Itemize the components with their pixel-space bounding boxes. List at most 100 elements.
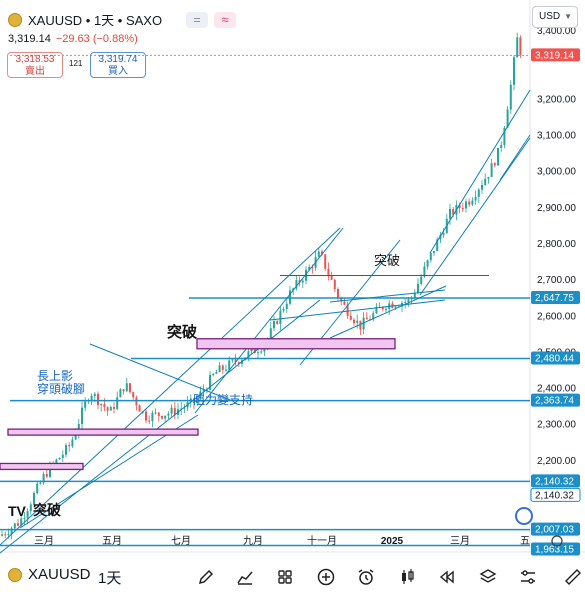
candle-body xyxy=(385,309,387,311)
plus-circle-icon[interactable] xyxy=(315,566,337,588)
y-tick-label: 3,000.00 xyxy=(537,167,576,178)
candle-body xyxy=(180,408,183,410)
candle-body xyxy=(129,383,131,393)
price-row: 3,319.14 −29.63 (−0.88%) xyxy=(8,33,138,45)
candle-body xyxy=(372,313,375,320)
candle-body xyxy=(4,534,7,536)
candle-body xyxy=(116,397,119,409)
currency-select[interactable]: USD ▼ xyxy=(532,6,578,28)
symbol-row[interactable]: XAUUSD • 1天 • SAXO = ≈ xyxy=(8,10,237,29)
candle-body xyxy=(474,196,477,201)
candle-body xyxy=(39,482,42,484)
layout-grid-icon[interactable] xyxy=(274,566,296,588)
candle-body xyxy=(330,275,333,280)
timeframe-button[interactable]: 1天 xyxy=(98,570,122,587)
candle-body xyxy=(138,405,141,412)
candle-body xyxy=(295,280,298,289)
candle-body xyxy=(237,362,240,364)
candle-body xyxy=(33,493,35,505)
alarm-icon[interactable] xyxy=(355,566,377,588)
candle-body xyxy=(61,454,64,458)
candle-body xyxy=(500,145,503,148)
price-label-bg xyxy=(531,474,580,488)
bottom-symbol[interactable]: XAUUSD xyxy=(8,566,91,583)
candle-body xyxy=(503,127,506,146)
candle-body xyxy=(417,283,419,294)
sell-button[interactable]: 3,318.53 賣出 xyxy=(7,52,63,78)
wave-icon[interactable]: ≈ xyxy=(214,11,237,28)
candle-body xyxy=(231,359,234,361)
price-label-text: 3,319.14 xyxy=(535,50,574,61)
candle-body xyxy=(58,457,61,460)
candle-body xyxy=(276,321,279,324)
candle-body xyxy=(221,365,224,370)
chevron-down-icon: ▼ xyxy=(564,12,572,21)
candle-body xyxy=(167,413,170,416)
candle-body xyxy=(202,390,205,392)
price-label-bg xyxy=(531,522,580,536)
trend-line xyxy=(429,89,531,254)
candle-body xyxy=(42,473,45,483)
candle-body xyxy=(209,374,211,390)
candle-body xyxy=(122,389,125,392)
price-label: 2,140.32 xyxy=(530,487,581,502)
x-tick-label: 十一月 xyxy=(307,534,337,547)
y-tick-label: 2,600.00 xyxy=(537,311,576,322)
price-label: 3,319.14 xyxy=(531,48,580,62)
candle-body xyxy=(442,233,445,235)
candle-body xyxy=(253,347,256,354)
candle-body xyxy=(333,279,336,289)
candle-body xyxy=(321,251,323,255)
replay-icon[interactable] xyxy=(436,566,458,588)
candle-body xyxy=(145,411,147,421)
layers-icon[interactable] xyxy=(477,566,499,588)
candle-body xyxy=(71,439,74,447)
candle-body xyxy=(13,523,16,529)
candle-body xyxy=(327,268,330,276)
equals-icon[interactable]: = xyxy=(186,11,209,28)
candle-body xyxy=(55,459,58,464)
candle-body xyxy=(490,163,493,177)
candle-body xyxy=(132,392,135,398)
candle-body xyxy=(151,412,154,422)
currency-label: USD xyxy=(539,11,561,22)
settings-sliders-icon[interactable] xyxy=(517,566,539,588)
breakout-zone-box xyxy=(196,338,396,350)
x-tick-label: 三月 xyxy=(34,535,54,547)
candle-body xyxy=(484,178,487,186)
candles-icon[interactable] xyxy=(396,566,418,588)
symbol-title[interactable]: XAUUSD • 1天 • SAXO xyxy=(28,13,163,28)
candle-body xyxy=(356,320,359,323)
candle-body xyxy=(65,445,67,455)
candle-body xyxy=(404,301,407,303)
ruler-icon[interactable] xyxy=(562,566,584,588)
price-label: 2,647.75 xyxy=(531,290,580,304)
candle-body xyxy=(353,319,355,323)
pencil-icon[interactable] xyxy=(195,566,217,588)
y-tick-label: 2,900.00 xyxy=(537,203,576,214)
candle-body xyxy=(407,299,410,302)
candle-body xyxy=(225,369,227,371)
candle-body xyxy=(506,109,509,128)
chart-type-icon[interactable] xyxy=(234,566,256,588)
chart-header: XAUUSD • 1天 • SAXO = ≈ 3,319.14 −29.63 (… xyxy=(0,0,530,90)
candle-body xyxy=(362,317,365,330)
tradingview-logo-icon: TV xyxy=(8,503,27,519)
buy-button[interactable]: 3,319.74 買入 xyxy=(90,52,146,78)
x-tick-label: 2025 xyxy=(381,536,404,547)
price-label: 1,963.15 xyxy=(531,542,580,556)
candle-body xyxy=(458,205,461,209)
y-tick-label: 2,200.00 xyxy=(537,456,576,467)
candle-body xyxy=(170,407,173,414)
price-label: 2,007.03 xyxy=(531,522,580,536)
candle-body xyxy=(420,276,423,284)
trend-line xyxy=(419,137,531,296)
annotation-label: 長上影 xyxy=(37,369,73,383)
trend-line xyxy=(269,299,446,321)
candle-body xyxy=(100,403,103,406)
candle-body xyxy=(468,201,471,205)
candle-body xyxy=(183,407,186,409)
candle-body xyxy=(439,234,442,240)
candle-body xyxy=(148,420,151,422)
